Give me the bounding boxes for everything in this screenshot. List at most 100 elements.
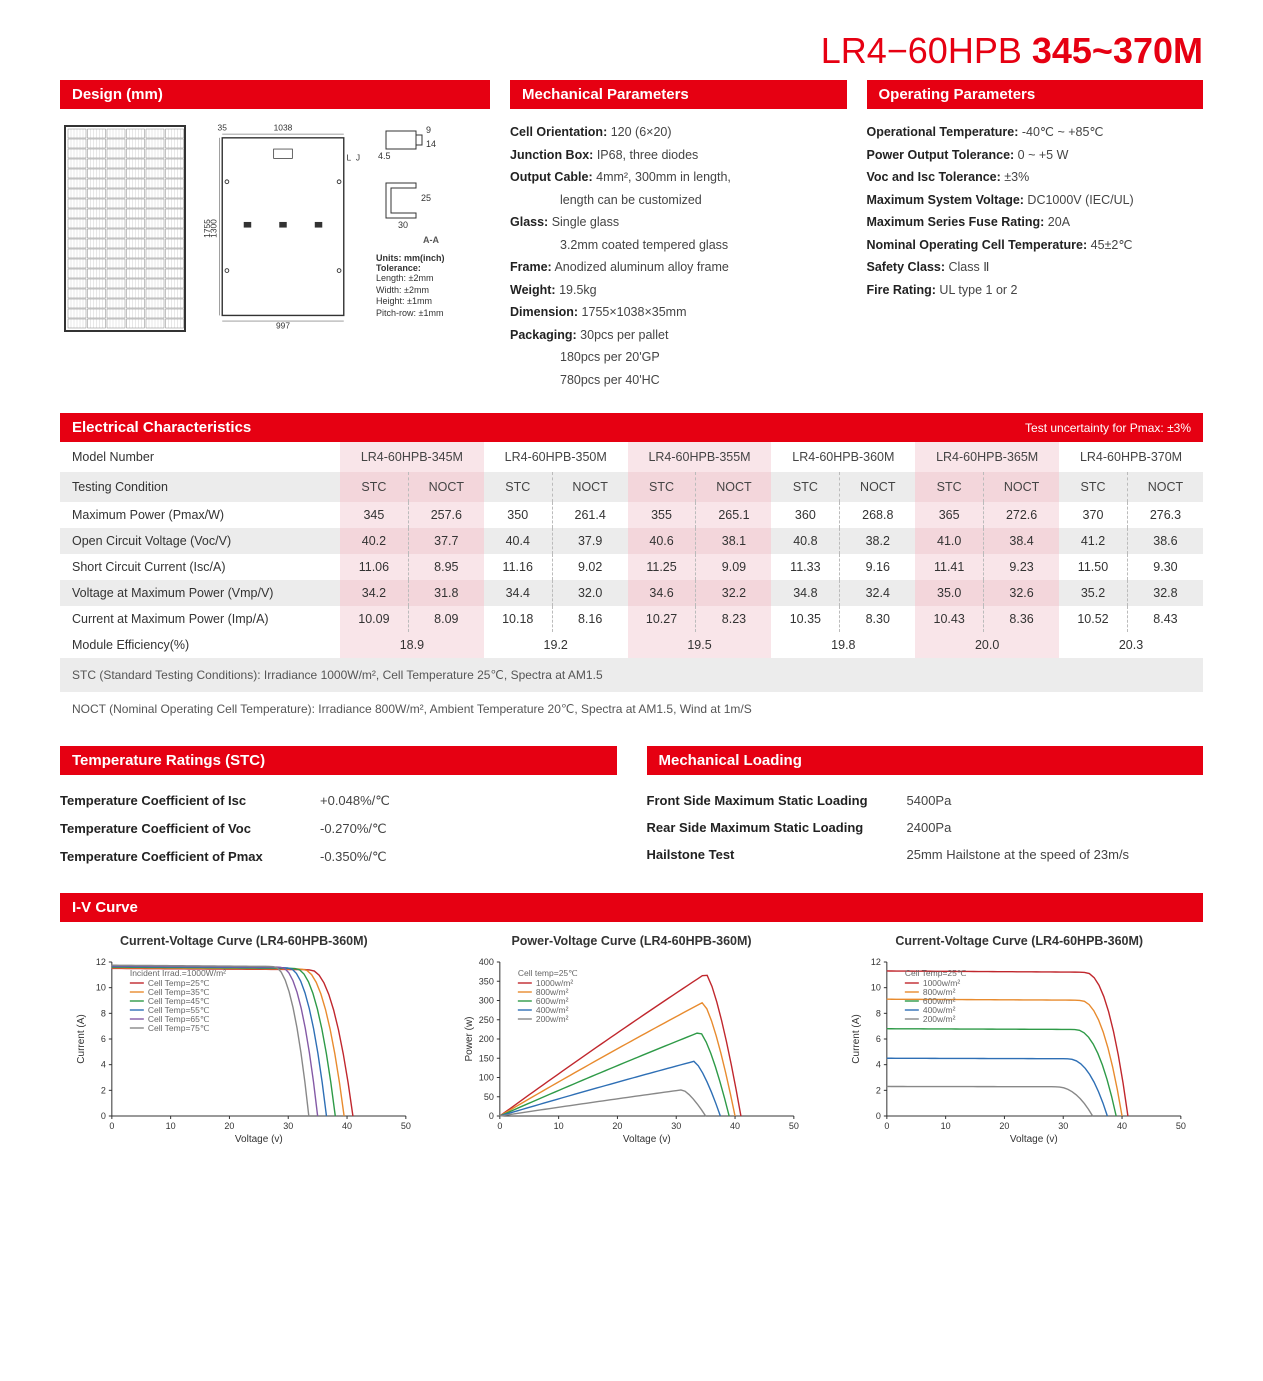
svg-text:40: 40: [1117, 1121, 1127, 1131]
svg-text:30: 30: [1059, 1121, 1069, 1131]
design-header: Design (mm): [60, 80, 490, 109]
svg-text:50: 50: [483, 1092, 493, 1102]
svg-text:0: 0: [488, 1111, 493, 1121]
kv-row: Temperature Coefficient of Pmax-0.350%/℃: [60, 843, 617, 871]
svg-text:10: 10: [166, 1121, 176, 1131]
iv-irrad-chart: 01020304050024681012Voltage (v)Current (…: [835, 954, 1203, 1144]
param-line: Packaging: 30pcs per pallet: [510, 324, 847, 347]
design-diagram: 35 1038 1755 1300 997 L J: [60, 121, 490, 336]
electrical-title: Electrical Characteristics: [72, 419, 251, 436]
svg-text:2: 2: [101, 1085, 106, 1095]
svg-text:J: J: [356, 152, 360, 162]
tol-height: Height: ±1mm: [376, 296, 486, 308]
svg-text:4: 4: [876, 1060, 881, 1070]
svg-text:4.5: 4.5: [378, 151, 391, 161]
svg-text:150: 150: [478, 1053, 493, 1063]
param-line: Safety Class: Class Ⅱ: [867, 256, 1204, 279]
svg-text:400: 400: [478, 957, 493, 967]
mech-loading-list: Front Side Maximum Static Loading5400PaR…: [647, 787, 1204, 868]
svg-text:200: 200: [478, 1034, 493, 1044]
svg-text:6: 6: [876, 1034, 881, 1044]
kv-row: Temperature Coefficient of Voc-0.270%/℃: [60, 815, 617, 843]
param-line: Frame: Anodized aluminum alloy frame: [510, 256, 847, 279]
svg-text:2: 2: [876, 1085, 881, 1095]
pv-chart: 01020304050050100150200250300350400Volta…: [448, 954, 816, 1144]
chart3-title: Current-Voltage Curve (LR4-60HPB-360M): [835, 934, 1203, 948]
svg-text:30: 30: [398, 220, 408, 230]
svg-text:100: 100: [478, 1073, 493, 1083]
tol-width: Width: ±2mm: [376, 285, 486, 297]
temp-ratings-header: Temperature Ratings (STC): [60, 746, 617, 775]
title-prefix: LR4−60HPB: [821, 30, 1032, 71]
svg-text:50: 50: [789, 1121, 799, 1131]
svg-text:40: 40: [342, 1121, 352, 1131]
svg-text:1038: 1038: [274, 122, 293, 132]
section-label: A-A: [376, 235, 486, 245]
svg-text:200w/m²: 200w/m²: [923, 1014, 956, 1024]
param-line: Nominal Operating Cell Temperature: 45±2…: [867, 234, 1204, 257]
svg-text:25: 25: [421, 193, 431, 203]
temp-ratings-list: Temperature Coefficient of Isc+0.048%/℃T…: [60, 787, 617, 871]
svg-text:10: 10: [553, 1121, 563, 1131]
iv-curve-header: I-V Curve: [60, 893, 1203, 922]
svg-text:Current (A): Current (A): [76, 1014, 87, 1063]
param-line: Glass: Single glass: [510, 211, 847, 234]
tol-header: Tolerance:: [376, 263, 486, 273]
chart1-title: Current-Voltage Curve (LR4-60HPB-360M): [60, 934, 428, 948]
param-line: Junction Box: IP68, three diodes: [510, 144, 847, 167]
param-line: Maximum System Voltage: DC1000V (IEC/UL): [867, 189, 1204, 212]
svg-text:300: 300: [478, 996, 493, 1006]
param-line: Maximum Series Fuse Rating: 20A: [867, 211, 1204, 234]
svg-text:Cell Temp=75℃: Cell Temp=75℃: [148, 1023, 210, 1033]
operating-params-list: Operational Temperature: -40℃ ~ +85℃Powe…: [867, 121, 1204, 301]
noct-footnote: NOCT (Nominal Operating Cell Temperature…: [60, 692, 1203, 726]
svg-text:20: 20: [1000, 1121, 1010, 1131]
svg-text:Cell Temp=25℃: Cell Temp=25℃: [905, 968, 967, 978]
param-line: Weight: 19.5kg: [510, 279, 847, 302]
svg-text:50: 50: [401, 1121, 411, 1131]
kv-row: Front Side Maximum Static Loading5400Pa: [647, 787, 1204, 814]
tol-length: Length: ±2mm: [376, 273, 486, 285]
chart2-title: Power-Voltage Curve (LR4-60HPB-360M): [448, 934, 816, 948]
mechanical-params-list: Cell Orientation: 120 (6×20)Junction Box…: [510, 121, 847, 391]
svg-text:50: 50: [1176, 1121, 1186, 1131]
electrical-header: Electrical Characteristics Test uncertai…: [60, 413, 1203, 442]
svg-text:40: 40: [730, 1121, 740, 1131]
iv-temp-chart: 01020304050024681012Voltage (v)Current (…: [60, 954, 428, 1144]
svg-text:Incident Irrad.=1000W/m²: Incident Irrad.=1000W/m²: [130, 968, 226, 978]
stc-footnote: STC (Standard Testing Conditions): Irrad…: [60, 658, 1203, 692]
param-line: 180pcs per 20'GP: [510, 346, 847, 369]
svg-text:250: 250: [478, 1015, 493, 1025]
frame-section-svg: 25 30: [376, 173, 446, 233]
electrical-note: Test uncertainty for Pmax: ±3%: [1025, 421, 1191, 435]
svg-text:30: 30: [283, 1121, 293, 1131]
svg-text:L: L: [347, 152, 352, 162]
svg-text:0: 0: [109, 1121, 114, 1131]
connector-detail-svg: 9 14 4.5: [376, 121, 446, 171]
svg-text:20: 20: [224, 1121, 234, 1131]
svg-text:10: 10: [871, 983, 881, 993]
mech-loading-header: Mechanical Loading: [647, 746, 1204, 775]
svg-text:10: 10: [941, 1121, 951, 1131]
svg-text:0: 0: [885, 1121, 890, 1131]
electrical-table: Model Number LR4-60HPB-345M LR4-60HPB-35…: [60, 442, 1203, 658]
svg-text:Cell temp=25℃: Cell temp=25℃: [518, 968, 578, 978]
svg-text:20: 20: [612, 1121, 622, 1131]
svg-text:200w/m²: 200w/m²: [536, 1014, 569, 1024]
param-line: Operational Temperature: -40℃ ~ +85℃: [867, 121, 1204, 144]
kv-row: Hailstone Test25mm Hailstone at the spee…: [647, 841, 1204, 868]
svg-text:8: 8: [101, 1008, 106, 1018]
svg-text:35: 35: [218, 122, 228, 132]
svg-text:Power (w): Power (w): [464, 1016, 475, 1061]
svg-text:Voltage (v): Voltage (v): [623, 1134, 671, 1144]
svg-text:997: 997: [276, 321, 290, 331]
kv-row: Temperature Coefficient of Isc+0.048%/℃: [60, 787, 617, 815]
svg-text:Voltage (v): Voltage (v): [1010, 1134, 1058, 1144]
svg-text:30: 30: [671, 1121, 681, 1131]
param-line: length can be customized: [510, 189, 847, 212]
row-testcond-label: Testing Condition: [60, 472, 340, 502]
svg-text:14: 14: [426, 139, 436, 149]
kv-row: Rear Side Maximum Static Loading2400Pa: [647, 814, 1204, 841]
svg-text:4: 4: [101, 1060, 106, 1070]
svg-text:350: 350: [478, 976, 493, 986]
